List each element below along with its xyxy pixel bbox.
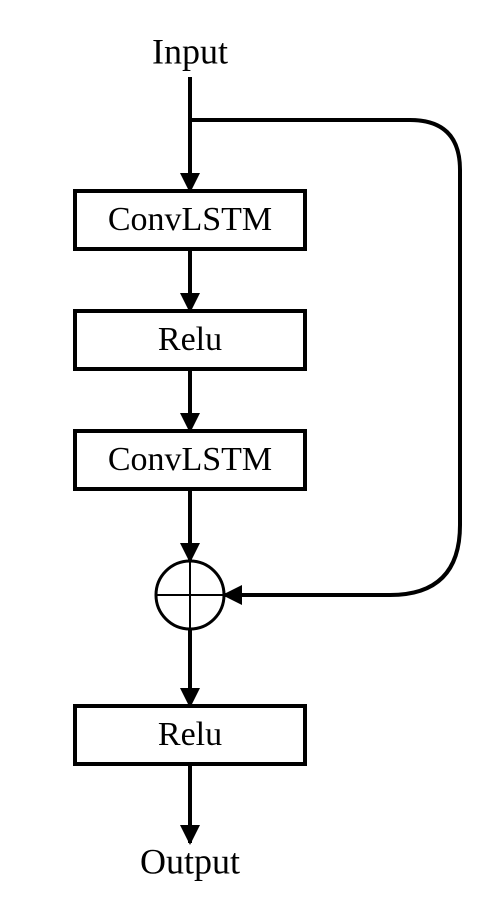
box-conv1: ConvLSTM	[75, 191, 305, 249]
box-relu1: Relu	[75, 311, 305, 369]
box-label-conv2: ConvLSTM	[108, 441, 272, 478]
box-label-relu1: Relu	[158, 321, 222, 358]
box-conv2: ConvLSTM	[75, 431, 305, 489]
box-relu2: Relu	[75, 706, 305, 764]
box-label-conv1: ConvLSTM	[108, 201, 272, 238]
diagram-canvas: Input ConvLSTM Relu ConvLSTM Relu Output	[0, 0, 504, 909]
flowchart-svg: Input ConvLSTM Relu ConvLSTM Relu Output	[0, 0, 504, 909]
sum-node	[156, 561, 224, 629]
label-output: Output	[140, 841, 240, 881]
label-input: Input	[152, 31, 228, 71]
box-label-relu2: Relu	[158, 716, 222, 753]
